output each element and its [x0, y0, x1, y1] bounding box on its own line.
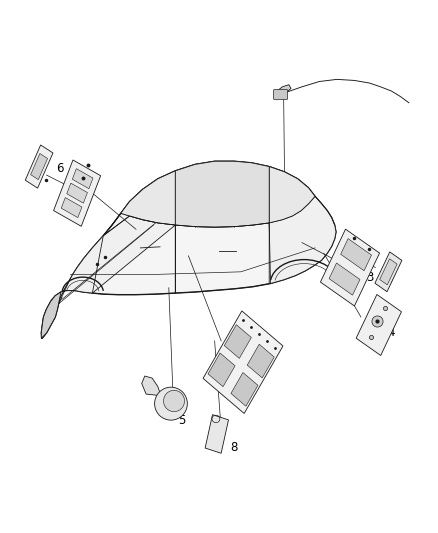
Polygon shape — [231, 373, 258, 406]
Polygon shape — [41, 216, 175, 338]
Polygon shape — [53, 160, 101, 227]
Text: 3: 3 — [366, 271, 373, 284]
Polygon shape — [329, 263, 360, 295]
Polygon shape — [41, 161, 336, 338]
Polygon shape — [247, 344, 274, 378]
Polygon shape — [61, 198, 82, 217]
Polygon shape — [72, 168, 93, 189]
Polygon shape — [269, 166, 315, 223]
Polygon shape — [121, 161, 315, 227]
Polygon shape — [380, 259, 397, 285]
Text: 4: 4 — [388, 326, 395, 340]
Polygon shape — [276, 85, 291, 98]
Polygon shape — [375, 252, 402, 292]
Polygon shape — [25, 145, 53, 188]
Polygon shape — [203, 311, 283, 414]
Polygon shape — [321, 229, 380, 306]
Text: 1: 1 — [80, 199, 88, 212]
Text: 6: 6 — [56, 161, 64, 175]
Polygon shape — [103, 171, 175, 236]
Text: 8: 8 — [230, 441, 238, 454]
Polygon shape — [341, 239, 371, 271]
Polygon shape — [356, 294, 402, 356]
Ellipse shape — [163, 390, 184, 411]
Polygon shape — [208, 353, 235, 387]
Polygon shape — [41, 292, 61, 338]
Polygon shape — [224, 325, 251, 358]
Text: 2: 2 — [259, 364, 266, 377]
Polygon shape — [67, 183, 88, 203]
Polygon shape — [269, 196, 336, 284]
Polygon shape — [142, 376, 161, 395]
Text: 7: 7 — [388, 273, 395, 286]
Ellipse shape — [155, 387, 187, 420]
Text: 5: 5 — [178, 414, 186, 427]
FancyBboxPatch shape — [274, 90, 288, 100]
Polygon shape — [31, 154, 48, 180]
Polygon shape — [205, 415, 229, 453]
Polygon shape — [175, 161, 269, 227]
